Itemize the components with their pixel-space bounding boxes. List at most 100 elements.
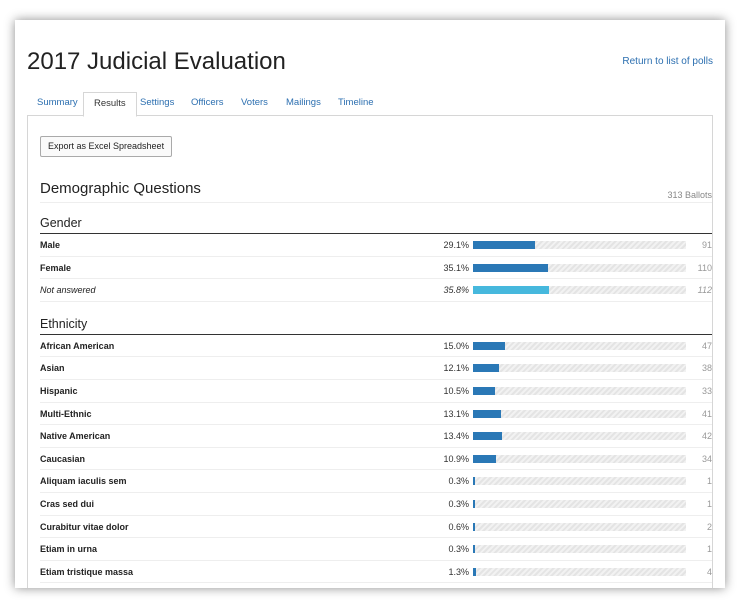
result-label: Caucasian xyxy=(40,453,86,464)
result-label: Male xyxy=(40,240,61,250)
result-bar-fill xyxy=(473,432,502,441)
result-bar-track xyxy=(473,263,686,272)
result-label: Cras sed dui xyxy=(40,499,95,509)
result-row: Curabitur vitae dolor 0.6% 2 xyxy=(40,516,712,539)
result-row: Hispanic 10.5% 33 xyxy=(40,380,712,403)
result-bar-track xyxy=(473,241,686,249)
result-bar-fill xyxy=(473,241,535,249)
result-bar-fill xyxy=(473,341,505,350)
result-label: Asian xyxy=(40,363,65,374)
result-count: 2 xyxy=(706,521,712,532)
result-percent: 10.9% xyxy=(443,453,469,464)
result-percent: 0.3% xyxy=(448,476,469,487)
result-bar-track xyxy=(473,567,686,576)
result-bar-track xyxy=(473,454,686,463)
export-excel-button[interactable]: Export as Excel Spreadsheet xyxy=(40,136,173,157)
result-count: 42 xyxy=(701,431,712,442)
result-bar-track xyxy=(473,364,686,373)
result-label: Female xyxy=(40,262,72,273)
result-label: Aliquam iaculis sem xyxy=(40,476,127,487)
result-bar-track xyxy=(473,522,686,531)
tab-officers[interactable]: Officers xyxy=(191,97,224,108)
result-bar-fill xyxy=(473,567,476,576)
result-bar-fill xyxy=(473,409,501,418)
tab-settings[interactable]: Settings xyxy=(140,97,175,108)
result-label: Multi-Ethnic xyxy=(40,408,92,419)
result-count: 110 xyxy=(697,262,712,273)
result-count: 1 xyxy=(706,476,712,487)
result-label: Not answered xyxy=(40,285,96,296)
result-percent: 0.3% xyxy=(448,544,469,555)
result-label: Native American xyxy=(40,431,111,442)
result-row: Not answered 35.8% 112 xyxy=(40,279,712,302)
result-bar-fill xyxy=(473,286,550,295)
result-percent: 1.3% xyxy=(448,566,469,577)
result-percent: 0.3% xyxy=(448,499,469,509)
result-row: Male 29.1% 91 xyxy=(40,234,712,257)
result-label: African American xyxy=(40,340,115,351)
result-percent: 10.5% xyxy=(443,386,469,396)
result-row: Aliquam iaculis sem 0.3% 1 xyxy=(40,470,712,493)
result-label: Curabitur vitae dolor xyxy=(40,521,129,532)
result-count: 1 xyxy=(706,544,712,555)
result-percent: 0.6% xyxy=(448,521,469,532)
result-count: 1 xyxy=(706,499,712,509)
result-row: Etiam in urna 0.3% 1 xyxy=(40,538,712,561)
app-window: 2017 Judicial Evaluation Return to list … xyxy=(15,20,725,588)
result-bar-track xyxy=(473,477,686,486)
page-header: 2017 Judicial Evaluation Return to list … xyxy=(27,48,713,76)
results-panel: Export as Excel Spreadsheet Demographic … xyxy=(27,116,713,588)
tab-results[interactable]: Results xyxy=(83,92,137,117)
tab-timeline[interactable]: Timeline xyxy=(338,97,374,108)
result-count: 33 xyxy=(701,386,712,396)
tab-voters[interactable]: Voters xyxy=(241,97,268,108)
result-row: Female 35.1% 110 xyxy=(40,257,712,280)
result-row: Multi-Ethnic 13.1% 41 xyxy=(40,403,712,426)
result-bar-track xyxy=(473,286,686,295)
result-bar-fill xyxy=(473,454,497,463)
result-bar-track xyxy=(473,387,686,395)
return-to-polls-link[interactable]: Return to list of polls xyxy=(622,56,713,67)
result-row: Etiam tristique massa 1.3% 4 xyxy=(40,561,712,584)
section-title: Demographic Questions xyxy=(40,180,201,197)
group-divider xyxy=(40,233,712,234)
result-percent: 12.1% xyxy=(443,363,469,374)
result-bar-fill xyxy=(473,522,475,531)
result-count: 4 xyxy=(706,566,712,577)
tab-summary[interactable]: Summary xyxy=(37,97,78,108)
result-row: Caucasian 10.9% 34 xyxy=(40,448,712,471)
result-bar-track xyxy=(473,500,686,508)
result-bar-track xyxy=(473,341,686,350)
result-percent: 13.1% xyxy=(443,408,469,419)
result-percent: 35.1% xyxy=(443,262,469,273)
section-divider xyxy=(40,202,712,203)
result-bar-track xyxy=(473,432,686,441)
group-divider xyxy=(40,333,712,335)
group-title: Ethnicity xyxy=(40,316,88,331)
tab-mailings[interactable]: Mailings xyxy=(286,97,321,108)
result-percent: 15.0% xyxy=(443,340,469,351)
result-bar-track xyxy=(473,545,686,554)
result-count: 112 xyxy=(697,285,712,296)
result-bar-fill xyxy=(473,263,548,272)
result-bar-fill xyxy=(473,500,475,508)
result-bar-fill xyxy=(473,545,475,554)
result-label: Hispanic xyxy=(40,386,78,396)
result-count: 91 xyxy=(701,240,712,250)
result-row: Asian 12.1% 38 xyxy=(40,357,712,380)
result-count: 41 xyxy=(701,408,712,419)
result-percent: 13.4% xyxy=(443,431,469,442)
result-label: Etiam tristique massa xyxy=(40,566,134,577)
result-row: African American 15.0% 47 xyxy=(40,335,712,358)
result-count: 47 xyxy=(701,340,712,351)
result-label: Etiam in urna xyxy=(40,544,98,555)
result-percent: 35.8% xyxy=(443,285,469,296)
result-percent: 29.1% xyxy=(443,240,469,250)
result-bar-fill xyxy=(473,477,475,486)
result-row: Native American 13.4% 42 xyxy=(40,425,712,448)
tab-bar: Summary Results Settings Officers Voters… xyxy=(27,92,713,117)
ballot-count: 313 Ballots xyxy=(667,190,712,200)
result-count: 38 xyxy=(701,363,712,374)
result-bar-track xyxy=(473,409,686,418)
result-bar-fill xyxy=(473,364,499,373)
